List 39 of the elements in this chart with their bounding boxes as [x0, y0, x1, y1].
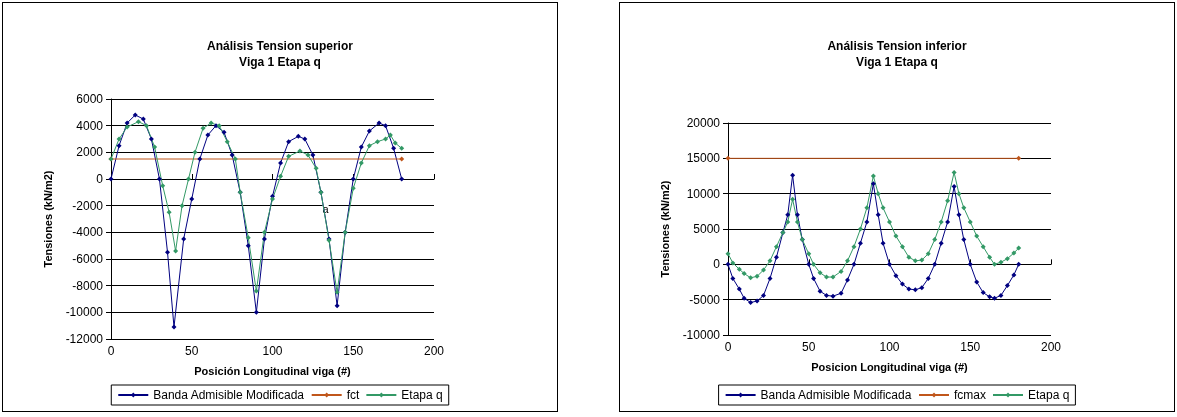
- x-tick-label: 200: [1040, 340, 1062, 354]
- x-tick-label: 50: [802, 340, 816, 354]
- y-tick-label: 20000: [686, 116, 721, 130]
- y-tick-label: -8000: [72, 278, 104, 293]
- y-tick-label: 6000: [76, 92, 104, 106]
- y-tick-label: 4000: [76, 118, 104, 133]
- x-tick-label: 0: [107, 344, 115, 358]
- x-tick-label: 0: [724, 340, 732, 354]
- x-axis-title: Posicion Longitudinal viga (#): [811, 360, 969, 373]
- x-tick-label: 100: [262, 344, 283, 358]
- y-axis-title: Tensiones (kN/m2): [658, 180, 671, 278]
- x-tick-label: 50: [185, 344, 199, 358]
- chart-title: Análisis Tension inferior Viga 1 Etapa q: [827, 39, 967, 69]
- y-axis-title: Tensiones (kN/m2): [41, 170, 54, 268]
- legend-label: Banda Admisible Modificada: [760, 388, 912, 402]
- y-tick-label: 5000: [693, 222, 721, 236]
- legend-label: Etapa q: [401, 388, 443, 402]
- y-tick-label: -5000: [689, 292, 721, 307]
- y-tick-label: -4000: [72, 225, 104, 240]
- x-tick-label: 200: [423, 344, 445, 358]
- x-tick-label: 150: [343, 344, 364, 358]
- y-tick-label: -6000: [72, 252, 104, 266]
- legend-label: Banda Admisible Modificada: [153, 388, 305, 402]
- chart-title: Análisis Tension superior Viga 1 Etapa q: [207, 39, 354, 69]
- y-tick-label: -10000: [65, 305, 104, 320]
- x-tick-label: 150: [960, 340, 981, 354]
- x-tick-label: 100: [879, 340, 900, 354]
- y-tick-label: 2000: [76, 145, 104, 160]
- legend-label: fct: [346, 388, 361, 402]
- y-tick-label: 15000: [686, 151, 721, 166]
- legend-label: fcmax: [954, 388, 987, 402]
- y-tick-label: -12000: [65, 332, 104, 346]
- y-tick-label: 0: [96, 172, 104, 186]
- x-axis-title: Posición Longitudinal viga (#): [194, 364, 352, 377]
- y-tick-label: -2000: [72, 198, 104, 213]
- legend-label: Etapa q: [1028, 388, 1070, 402]
- y-tick-label: 10000: [686, 186, 721, 201]
- y-tick-label: -10000: [682, 328, 721, 342]
- y-tick-label: 0: [713, 257, 721, 272]
